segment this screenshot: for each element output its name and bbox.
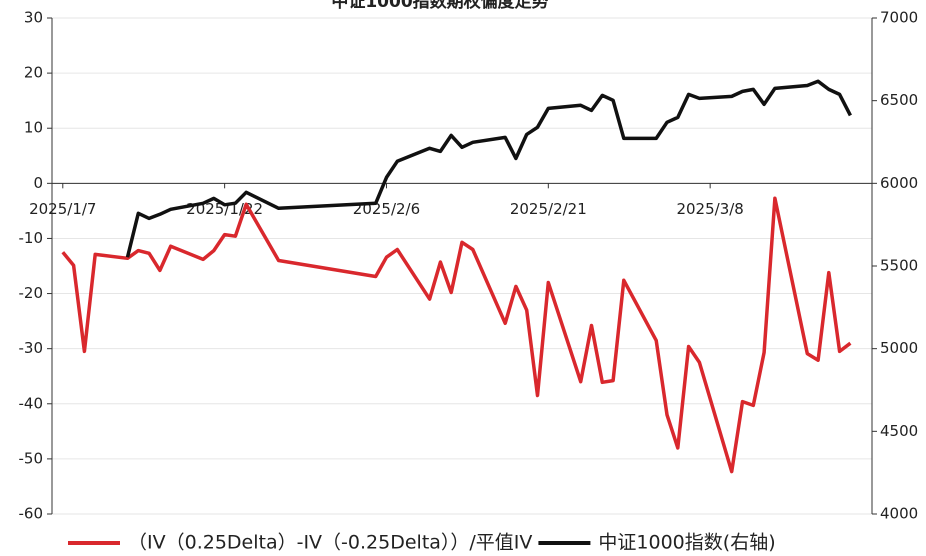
y2-tick-label: 6500 — [880, 91, 918, 109]
y2-tick-label: 4500 — [880, 422, 918, 440]
x-tick-label: 2025/1/7 — [29, 200, 96, 218]
legend-label: （IV（0.25Delta）-IV（-0.25Delta））/平值IV — [128, 532, 532, 554]
series-line — [61, 196, 852, 474]
chart-title: 中证1000指数期权偏度走势 — [331, 0, 548, 12]
y-tick-label: -60 — [19, 505, 44, 523]
y-tick-label: -40 — [19, 394, 44, 412]
legend-label: 中证1000指数(右轴) — [598, 532, 775, 554]
y2-tick-label: 4000 — [880, 505, 918, 523]
y-tick-label: 0 — [33, 174, 43, 192]
y-tick-label: -10 — [19, 229, 44, 247]
y-tick-label: -50 — [19, 449, 44, 467]
y-tick-label: 10 — [24, 119, 43, 137]
y-tick-label: 20 — [24, 64, 43, 82]
y2-tick-label: 5500 — [880, 257, 918, 275]
y-tick-label: -20 — [19, 284, 44, 302]
y2-tick-label: 6000 — [880, 174, 918, 192]
series-line — [125, 79, 852, 258]
x-tick-label: 2025/2/21 — [510, 200, 587, 218]
y2-tick-label: 7000 — [880, 9, 918, 27]
y-tick-label: 30 — [24, 9, 43, 27]
x-tick-label: 2025/3/8 — [676, 200, 743, 218]
y-tick-label: -30 — [19, 339, 44, 357]
y2-tick-label: 5000 — [880, 339, 918, 357]
